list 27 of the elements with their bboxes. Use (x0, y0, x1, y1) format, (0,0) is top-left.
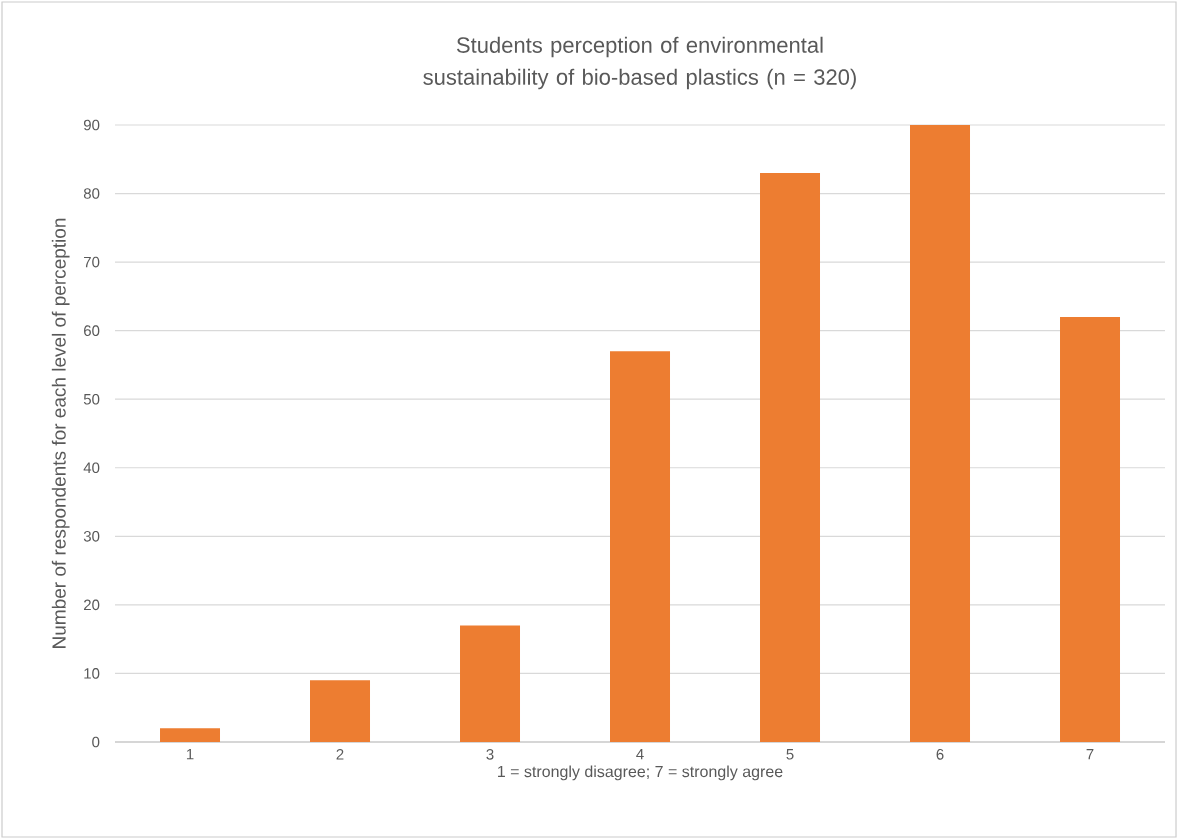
x-tick-label: 7 (1086, 749, 1094, 760)
y-tick-label: 40 (83, 462, 100, 474)
bar (310, 680, 371, 742)
y-tick-label: 10 (84, 668, 100, 679)
x-tick-label: 3 (486, 749, 494, 760)
bar (610, 351, 671, 742)
x-tick-label: 1 (186, 749, 194, 760)
y-axis-title: Number of respondents for each level of perception (51, 218, 70, 648)
bar (1060, 316, 1121, 742)
y-tick-label: 80 (83, 188, 100, 199)
x-tick-label: 6 (936, 749, 944, 760)
x-tick-label: 2 (336, 749, 344, 760)
bar (460, 625, 521, 742)
x-tick-label: 5 (786, 749, 794, 760)
y-tick-label: 20 (84, 599, 100, 611)
y-tick-label: 90 (83, 119, 100, 131)
y-tick-label: 0 (92, 736, 100, 748)
x-tick-label: 4 (636, 749, 644, 760)
bar (160, 728, 221, 742)
y-tick-label: 50 (83, 393, 100, 405)
y-tick-label: 60 (84, 325, 100, 336)
bar (910, 124, 971, 742)
y-tick-label: 30 (83, 531, 100, 542)
y-tick-label: 70 (84, 256, 100, 268)
bar (760, 172, 821, 742)
chart-title: Students perception of environmental sustainability of bio-based plastics (n = 320) (423, 36, 856, 90)
x-axis-title: 1 = strongly disagree; 7 = strongly agree (498, 765, 783, 781)
